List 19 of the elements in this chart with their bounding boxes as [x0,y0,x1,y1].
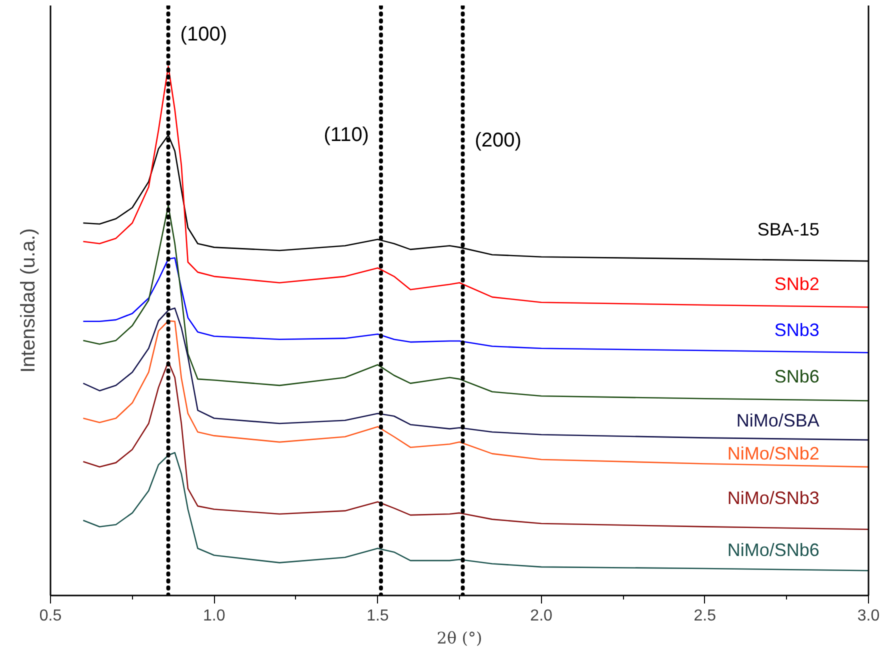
series-label: NiMo/SBA [736,410,820,430]
series-label: SNb6 [774,366,820,387]
series-label: SNb2 [774,274,820,294]
annotation: (110) [324,124,369,146]
x-axis-title: 2θ (°) [436,628,482,648]
series-label: NiMo/SNb6 [727,540,820,560]
series-label: SNb3 [774,320,820,340]
x-tick-label: 1.0 [202,608,226,624]
series-label: NiMo/SNb2 [727,443,820,464]
x-tick-label: 1.5 [366,608,389,624]
series-label: NiMo/SNb3 [727,488,820,508]
series-label: SBA-15 [757,219,820,240]
x-tick-label: 2.0 [530,608,553,624]
y-axis-title: Intensidad (u.a.) [18,228,40,373]
x-tick-label: 3.0 [857,608,880,624]
x-tick-label: 2.5 [694,608,716,624]
x-tick-label: 0.5 [39,608,62,624]
annotation: (200) [474,129,522,152]
annotation: (100) [180,24,227,46]
